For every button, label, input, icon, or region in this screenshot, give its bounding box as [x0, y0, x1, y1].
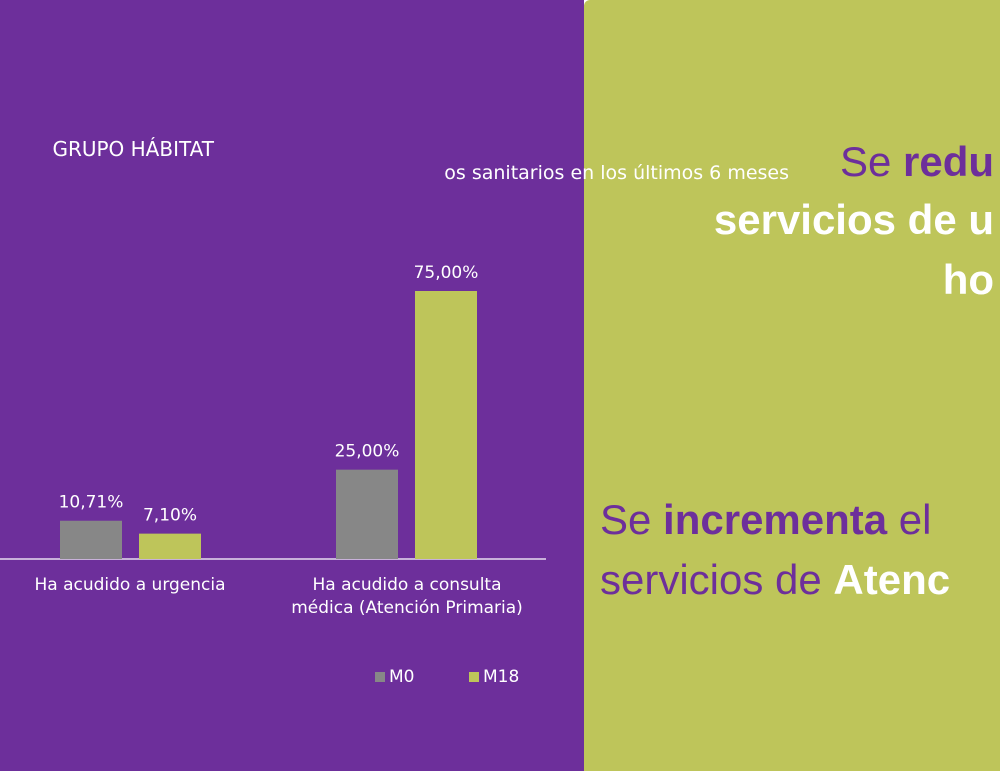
headline-line-5-prefix: servicios de: [600, 556, 834, 603]
data-label-m18-0: 7,10%: [143, 506, 197, 526]
headline-line-4-emphasis: incrementa: [663, 496, 888, 543]
chart-title: GRUPO HÁBITAT: [52, 137, 214, 161]
category-label-0-line-0: Ha acudido a urgencia: [34, 575, 225, 595]
headline-panel: Se redu servicios de u ho Se incrementa …: [584, 0, 1000, 771]
legend-swatch-m18: [469, 672, 479, 682]
bar-m18-1: [415, 291, 477, 559]
category-label-1-line-1: médica (Atención Primaria): [291, 598, 523, 618]
chart-panel: [0, 0, 584, 771]
data-label-m18-1: 75,00%: [414, 263, 479, 283]
legend-label-m18: M18: [483, 667, 519, 687]
bar-m0-0: [60, 520, 122, 559]
chart-subtitle: os sanitarios en los últimos 6 meses: [444, 162, 789, 184]
headline-line-1-prefix: Se: [839, 138, 903, 185]
legend-swatch-m0: [375, 672, 385, 682]
data-label-m0-0: 10,71%: [59, 493, 124, 513]
legend-label-m0: M0: [389, 667, 414, 687]
headline-line-1: Se redu: [584, 138, 994, 186]
headline-line-3: ho: [942, 256, 994, 303]
category-label-1-line-0: Ha acudido a consulta: [312, 575, 501, 595]
data-label-m0-1: 25,00%: [335, 442, 400, 462]
headline-line-2: servicios de u: [713, 196, 994, 243]
headline-line-4: Se incrementa el: [600, 496, 1000, 544]
headline-line-4-prefix: Se: [600, 496, 664, 543]
bar-m0-1: [336, 469, 398, 559]
bar-chart: 10,71% 25,00% 7,10% 75,00% Ha acudido a urge…: [0, 263, 546, 687]
headline-line-5-emphasis: Atenc: [833, 556, 951, 603]
bar-m18-0: [139, 533, 201, 559]
headline-line-5: servicios de Atenc: [600, 556, 1000, 604]
headline-line-1-emphasis: redu: [902, 138, 994, 185]
headline-line-4-suffix: el: [887, 496, 932, 543]
